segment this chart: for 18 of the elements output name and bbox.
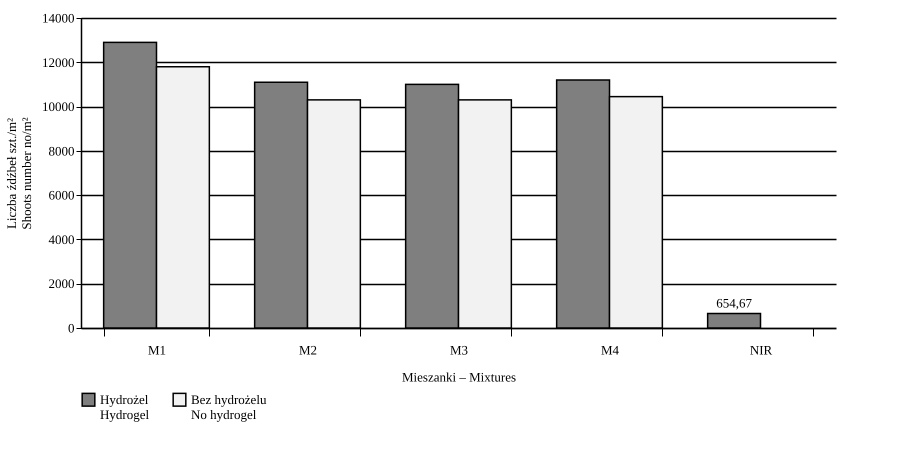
y-tick-label: 4000 (48, 232, 74, 247)
x-tick-label: M4 (600, 342, 620, 358)
y-tick-label: 14000 (42, 10, 74, 26)
legend-label: Hydrożel Hydrogel (100, 392, 150, 422)
x-tick-label: M3 (450, 342, 468, 358)
y-tick-label: 8000 (48, 143, 74, 158)
y-tick-label: 12000 (42, 54, 74, 70)
y-tick-label: 2000 (48, 276, 74, 292)
x-tick-label: M1 (148, 342, 166, 358)
y-tick-label: 10000 (42, 99, 74, 114)
y-axis-title: Liczba źdźbeł szt./m² Shoots number no/m² (4, 117, 34, 230)
x-tick-label: M2 (298, 342, 318, 358)
legend-label: Bez hydrożelu No hydrogel (191, 392, 267, 422)
data-label: 654,67 (716, 296, 752, 311)
y-tick-label: 6000 (48, 188, 74, 203)
x-axis-title: Mieszanki – Mixtures (402, 370, 516, 384)
x-tick-label: NIR (750, 342, 773, 358)
y-tick-label: 0 (68, 320, 74, 336)
